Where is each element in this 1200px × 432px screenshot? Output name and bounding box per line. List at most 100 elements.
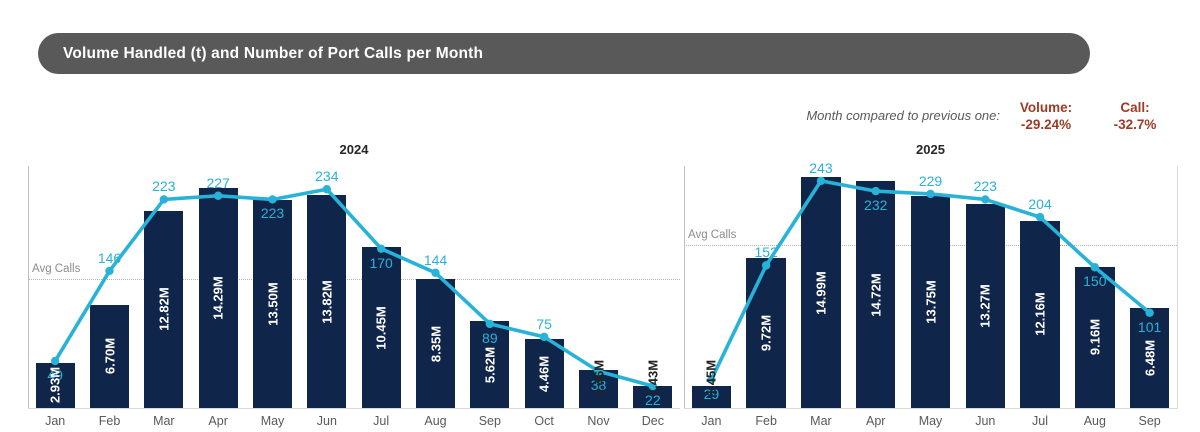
comparison-note: Month compared to previous one: bbox=[806, 108, 1000, 123]
volume-bar[interactable] bbox=[470, 321, 510, 408]
kpi-call-value: -32.7% bbox=[1113, 117, 1157, 132]
volume-bar-label: 12.16M bbox=[1032, 292, 1048, 337]
month-axis-label: Nov bbox=[587, 414, 610, 428]
port-calls-point[interactable] bbox=[322, 185, 332, 194]
volume-bar-label: 1.45M bbox=[703, 359, 719, 397]
month-axis-label: Apr bbox=[208, 414, 228, 428]
call-value-label: 144 bbox=[423, 251, 448, 268]
port-calls-point[interactable] bbox=[926, 189, 935, 199]
port-calls-point[interactable] bbox=[1090, 263, 1100, 272]
port-calls-point[interactable] bbox=[1035, 212, 1045, 222]
year-label: 2024 bbox=[339, 142, 369, 157]
volume-bar[interactable] bbox=[1075, 266, 1115, 408]
volume-bar[interactable] bbox=[307, 195, 347, 408]
kpi-volume-label: Volume: bbox=[1019, 100, 1073, 115]
month-axis-label: Oct bbox=[534, 414, 554, 428]
month-axis-label: Sep bbox=[478, 414, 501, 428]
volume-bar[interactable] bbox=[1020, 220, 1060, 408]
port-calls-point[interactable] bbox=[539, 332, 549, 342]
port-calls-point[interactable] bbox=[594, 367, 603, 376]
port-calls-line bbox=[53, 187, 654, 388]
volume-bar[interactable] bbox=[965, 203, 1005, 408]
volume-bar[interactable] bbox=[252, 200, 293, 408]
volume-bar[interactable] bbox=[89, 304, 130, 408]
port-calls-point[interactable] bbox=[268, 195, 277, 204]
volume-bar-label: 9.72M bbox=[758, 315, 774, 352]
month-axis-label: Jan bbox=[45, 414, 66, 428]
volume-bar[interactable] bbox=[856, 181, 896, 408]
volume-bar-label: 14.29M bbox=[210, 276, 226, 320]
month-axis-label: Mar bbox=[810, 414, 832, 428]
volume-bar[interactable] bbox=[198, 187, 238, 408]
avg-calls-label: Avg Calls bbox=[688, 228, 737, 241]
call-value-label: 234 bbox=[315, 168, 339, 185]
call-value-label: 75 bbox=[536, 315, 552, 332]
call-value-label: 227 bbox=[206, 174, 230, 191]
volume-bar[interactable] bbox=[746, 258, 786, 408]
volume-bar[interactable] bbox=[801, 177, 841, 408]
port-calls-point[interactable] bbox=[761, 261, 771, 270]
call-value-label: 101 bbox=[1137, 318, 1162, 335]
volume-bar-label: 5.62M bbox=[482, 346, 498, 383]
volume-bar-label: 14.72M bbox=[868, 272, 884, 317]
chart-title-banner: Volume Handled (t) and Number of Port Ca… bbox=[38, 33, 1090, 74]
month-axis-label: Jun bbox=[975, 414, 996, 428]
port-calls-point[interactable] bbox=[816, 176, 826, 186]
kpi-call-change: Call: -32.7% bbox=[1102, 99, 1168, 133]
port-calls-point[interactable] bbox=[1145, 308, 1154, 317]
volume-bar[interactable] bbox=[144, 210, 184, 408]
volume-bar[interactable] bbox=[691, 385, 732, 408]
port-calls-point[interactable] bbox=[50, 356, 60, 366]
year-label: 2025 bbox=[916, 142, 945, 157]
call-value-label: 49 bbox=[47, 367, 63, 383]
port-calls-point[interactable] bbox=[159, 195, 169, 204]
volume-bar-label: 6.70M bbox=[102, 338, 117, 375]
avg-calls-label: Avg Calls bbox=[32, 263, 81, 276]
volume-bar-label: 4.46M bbox=[536, 355, 552, 392]
y-axis-line bbox=[28, 166, 29, 409]
volume-bar-label: 14.99M bbox=[813, 270, 829, 315]
port-calls-point[interactable] bbox=[981, 195, 990, 204]
month-axis-label: May bbox=[260, 414, 285, 428]
call-value-label: 223 bbox=[260, 205, 285, 222]
avg-calls-line bbox=[28, 279, 680, 281]
port-calls-point[interactable] bbox=[485, 319, 495, 329]
volume-bar[interactable] bbox=[524, 339, 564, 408]
month-axis-label: Aug bbox=[424, 414, 447, 428]
call-value-label: 229 bbox=[918, 172, 943, 189]
call-value-label: 223 bbox=[973, 178, 997, 195]
port-calls-point[interactable] bbox=[431, 268, 440, 278]
volume-bar-label: 13.82M bbox=[319, 279, 335, 324]
volume-bar-label: 13.27M bbox=[977, 284, 993, 328]
month-axis-label: Apr bbox=[865, 414, 886, 428]
volume-bar[interactable] bbox=[415, 279, 456, 408]
port-calls-point[interactable] bbox=[105, 266, 114, 276]
volume-bar-label: 12.82M bbox=[156, 287, 172, 331]
month-axis-label: Feb bbox=[98, 414, 121, 428]
port-calls-point[interactable] bbox=[707, 375, 716, 384]
call-value-label: 22 bbox=[645, 392, 661, 409]
x-axis-line bbox=[28, 408, 680, 409]
month-axis-label: Jun bbox=[316, 414, 337, 428]
volume-bar[interactable] bbox=[633, 385, 673, 408]
month-axis-label: Jul bbox=[1032, 414, 1049, 428]
port-calls-point[interactable] bbox=[648, 381, 658, 391]
month-axis-label: May bbox=[918, 414, 943, 428]
call-value-label: 170 bbox=[369, 254, 393, 271]
volume-bar[interactable] bbox=[910, 196, 951, 408]
month-axis-label: Jul bbox=[373, 414, 390, 428]
volume-bar[interactable] bbox=[361, 247, 401, 408]
volume-bar-label: 2.93M bbox=[47, 367, 63, 404]
volume-bar-label: 2.46M bbox=[591, 359, 606, 397]
port-calls-point[interactable] bbox=[213, 191, 223, 200]
volume-bar[interactable] bbox=[35, 362, 75, 408]
volume-bar-label: 10.45M bbox=[373, 305, 389, 350]
port-calls-point[interactable] bbox=[871, 186, 880, 196]
volume-bar[interactable] bbox=[1129, 308, 1170, 408]
call-value-label: 89 bbox=[482, 329, 498, 346]
port-calls-point[interactable] bbox=[376, 244, 386, 253]
volume-bar-label: 1.43M bbox=[645, 359, 661, 397]
volume-bar-label: 6.48M bbox=[1142, 340, 1158, 377]
